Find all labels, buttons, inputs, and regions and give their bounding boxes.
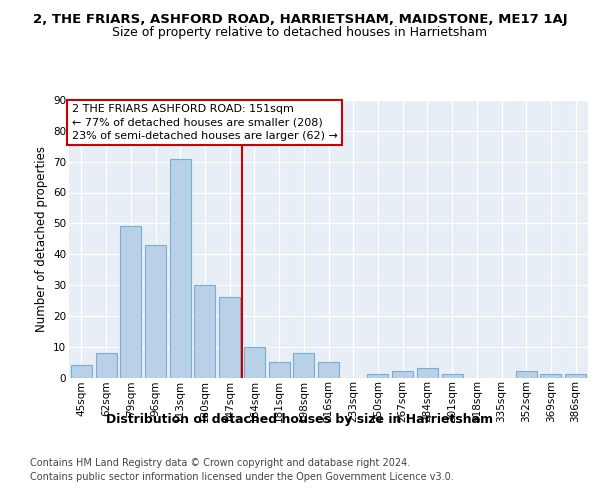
Bar — [145, 245, 166, 378]
Bar — [417, 368, 438, 378]
Bar — [541, 374, 562, 378]
Text: Contains HM Land Registry data © Crown copyright and database right 2024.
Contai: Contains HM Land Registry data © Crown c… — [30, 458, 454, 481]
Bar — [194, 285, 215, 378]
Bar — [219, 298, 240, 378]
Bar — [293, 353, 314, 378]
Bar — [565, 374, 586, 378]
Bar — [367, 374, 388, 378]
Bar — [244, 346, 265, 378]
Bar — [95, 353, 116, 378]
Bar — [71, 365, 92, 378]
Bar — [120, 226, 141, 378]
Text: 2, THE FRIARS, ASHFORD ROAD, HARRIETSHAM, MAIDSTONE, ME17 1AJ: 2, THE FRIARS, ASHFORD ROAD, HARRIETSHAM… — [32, 12, 568, 26]
Text: 2 THE FRIARS ASHFORD ROAD: 151sqm
← 77% of detached houses are smaller (208)
23%: 2 THE FRIARS ASHFORD ROAD: 151sqm ← 77% … — [71, 104, 337, 141]
Bar — [392, 372, 413, 378]
Text: Size of property relative to detached houses in Harrietsham: Size of property relative to detached ho… — [112, 26, 488, 39]
Bar — [318, 362, 339, 378]
Bar — [516, 372, 537, 378]
Bar — [269, 362, 290, 378]
Bar — [170, 158, 191, 378]
Bar — [442, 374, 463, 378]
Text: Distribution of detached houses by size in Harrietsham: Distribution of detached houses by size … — [106, 412, 494, 426]
Y-axis label: Number of detached properties: Number of detached properties — [35, 146, 47, 332]
